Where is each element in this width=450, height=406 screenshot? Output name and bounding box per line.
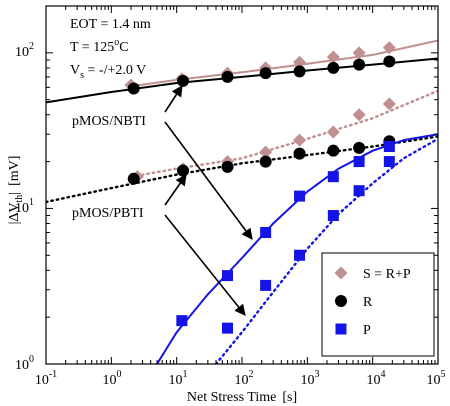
x-tick-label-1e-1: 10-1 xyxy=(35,369,57,388)
data-point-nbti-circle xyxy=(127,82,140,95)
data-point-pbti-square xyxy=(260,279,272,291)
data-point-pbti-diamond xyxy=(259,145,273,159)
data-point-nbti-circle xyxy=(221,70,234,83)
data-point-pbti-diamond xyxy=(293,133,307,147)
markers-layer xyxy=(124,41,396,334)
conditions-block: EOT = 1.4 nm T = 125oC Vs = -/+2.0 V xyxy=(70,17,151,81)
annotation-pbti: pMOS/PBTI xyxy=(72,206,144,221)
x-tick-label-1e1: 101 xyxy=(169,369,188,388)
fit-line-nbti-s xyxy=(130,39,438,88)
x-tick-labels: 10-1 100 101 102 103 104 105 xyxy=(35,369,446,388)
data-point-pbti-circle xyxy=(353,141,366,154)
legend-label-r: R xyxy=(363,295,373,310)
legend: S = R+P R P xyxy=(321,252,435,357)
data-point-pbti-diamond xyxy=(326,125,340,139)
arrow-nbti-to-p xyxy=(164,121,253,240)
data-point-pbti-square xyxy=(327,210,339,222)
data-point-pbti-diamond xyxy=(352,108,366,122)
data-point-pbti-square xyxy=(222,322,234,334)
data-point-nbti-circle xyxy=(259,67,272,80)
axis-ticks xyxy=(45,5,438,365)
data-point-pbti-square xyxy=(383,156,395,168)
x-tick-label-1e5: 105 xyxy=(427,369,446,388)
data-point-pbti-circle xyxy=(327,144,340,157)
legend-markers xyxy=(334,266,348,335)
data-point-nbti-circle xyxy=(383,55,396,68)
y-tick-labels: 100 101 102 xyxy=(15,41,34,373)
legend-marker-square xyxy=(335,323,347,335)
y-tick-label-1e0: 100 xyxy=(15,354,34,373)
temperature-label: T = 125oC xyxy=(70,37,129,55)
data-point-nbti-diamond xyxy=(352,46,366,60)
data-point-pbti-circle xyxy=(221,160,234,173)
x-axis-label: Net Stress Time [s] xyxy=(187,390,297,405)
arrow-nbti-to-r xyxy=(164,85,183,113)
fit-line-pbti-p xyxy=(214,137,438,364)
fit-line-pbti-s xyxy=(129,89,438,178)
data-point-nbti-square xyxy=(222,270,234,282)
legend-marker-diamond xyxy=(334,266,348,280)
annotation-nbti: pMOS/NBTI xyxy=(72,114,146,129)
data-point-nbti-square xyxy=(176,315,188,327)
fit-line-pbti-r xyxy=(46,135,438,204)
data-point-pbti-circle xyxy=(176,164,189,177)
fit-lines-layer xyxy=(46,39,438,364)
data-point-pbti-square xyxy=(353,185,365,197)
data-point-nbti-diamond xyxy=(382,41,396,55)
eot-label: EOT = 1.4 nm xyxy=(70,17,151,32)
legend-label-s: S = R+P xyxy=(363,267,411,282)
x-tick-label-1e0: 100 xyxy=(103,369,122,388)
data-point-nbti-square xyxy=(260,227,272,239)
data-point-nbti-circle xyxy=(327,61,340,74)
x-tick-label-1e3: 103 xyxy=(301,369,320,388)
legend-marker-circle xyxy=(335,295,347,307)
annotation-arrows xyxy=(164,85,253,316)
data-point-nbti-circle xyxy=(353,58,366,71)
data-point-pbti-circle xyxy=(127,172,140,185)
x-tick-label-1e4: 104 xyxy=(367,369,386,388)
y-tick-label-1e1: 101 xyxy=(15,197,34,216)
data-point-pbti-circle xyxy=(259,155,272,168)
arrow-pbti-to-r xyxy=(164,174,187,206)
vs-label: Vs = -/+2.0 V xyxy=(70,63,146,81)
y-tick-label-1e2: 102 xyxy=(15,41,34,60)
data-point-nbti-circle xyxy=(176,74,189,87)
data-point-nbti-square xyxy=(383,141,395,153)
data-point-nbti-square xyxy=(294,190,306,202)
data-point-nbti-square xyxy=(327,171,339,183)
y-axis-label: |ΔVth|[mV] xyxy=(7,156,25,225)
arrow-pbti-to-p xyxy=(164,214,246,316)
data-point-pbti-square xyxy=(294,249,306,261)
legend-label-p: P xyxy=(363,323,371,338)
x-tick-label-1e2: 102 xyxy=(235,369,254,388)
data-point-nbti-diamond xyxy=(326,50,340,64)
fit-line-nbti-r xyxy=(46,57,438,104)
data-point-nbti-circle xyxy=(293,65,306,78)
data-point-pbti-circle xyxy=(293,147,306,160)
data-point-pbti-diamond xyxy=(382,97,396,111)
data-point-nbti-square xyxy=(353,156,365,168)
data-point-nbti-diamond xyxy=(293,55,307,69)
